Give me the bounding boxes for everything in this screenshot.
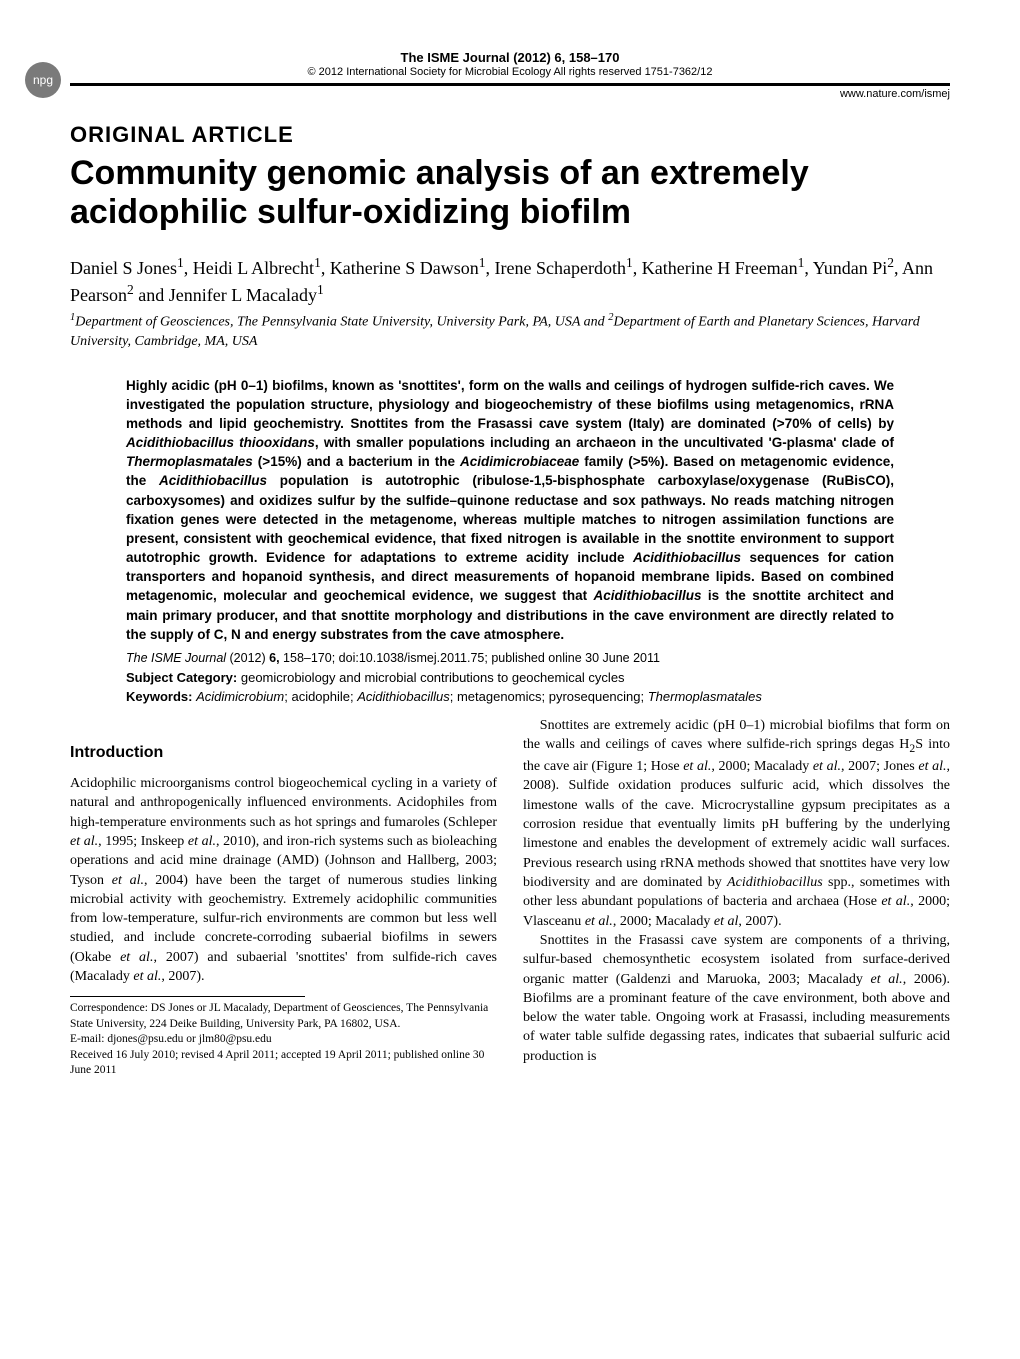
correspondence-address: Correspondence: DS Jones or JL Macalady,… <box>70 1001 497 1032</box>
correspondence-email: E-mail: djones@psu.edu or jlm80@psu.edu <box>70 1032 497 1048</box>
publisher-badge: npg <box>25 62 61 98</box>
body-columns: Introduction Acidophilic microorganisms … <box>70 716 950 1079</box>
article-title: Community genomic analysis of an extreme… <box>70 154 950 232</box>
abstract-text: Highly acidic (pH 0–1) biofilms, known a… <box>126 376 894 644</box>
correspondence-divider <box>70 996 305 997</box>
subject-category-line: Subject Category: geomicrobiology and mi… <box>126 669 894 687</box>
body-paragraph: Snottites are extremely acidic (pH 0–1) … <box>523 716 950 931</box>
body-paragraph: Acidophilic microorganisms control bioge… <box>70 774 497 986</box>
author-list: Daniel S Jones1, Heidi L Albrecht1, Kath… <box>70 254 950 307</box>
abstract-block: Highly acidic (pH 0–1) biofilms, known a… <box>126 376 894 706</box>
journal-url: www.nature.com/ismej <box>70 88 950 100</box>
body-paragraph: Snottites in the Frasassi cave system ar… <box>523 931 950 1066</box>
journal-copyright-line: © 2012 International Society for Microbi… <box>70 65 950 79</box>
journal-header: npg The ISME Journal (2012) 6, 158–170 ©… <box>70 50 950 86</box>
journal-title-line: The ISME Journal (2012) 6, 158–170 <box>70 50 950 65</box>
section-heading-introduction: Introduction <box>70 742 497 764</box>
correspondence-dates: Received 16 July 2010; revised 4 April 2… <box>70 1048 497 1079</box>
keywords-line: Keywords: Acidimicrobium; acidophile; Ac… <box>126 688 894 706</box>
correspondence-block: Correspondence: DS Jones or JL Macalady,… <box>70 1001 497 1079</box>
publication-line: The ISME Journal (2012) 6, 158–170; doi:… <box>126 650 894 667</box>
article-type-label: ORIGINAL ARTICLE <box>70 122 950 148</box>
affiliation-list: 1Department of Geosciences, The Pennsylv… <box>70 311 950 351</box>
